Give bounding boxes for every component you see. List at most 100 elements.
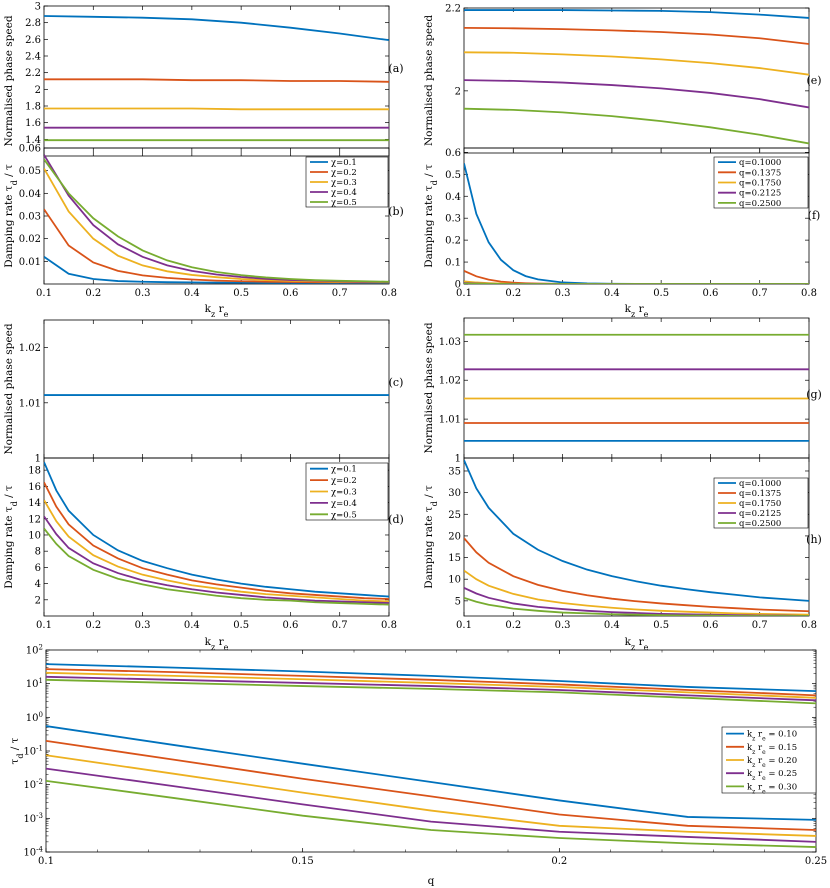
xtick-label-b: 0.7	[332, 288, 348, 299]
legend-entry: χ=0.3	[331, 488, 357, 498]
legend-entry: q=0.2500	[739, 199, 781, 209]
ytick-label-a: 1.6	[25, 118, 41, 129]
xtick-label-d: 0.4	[184, 620, 200, 631]
xtick-label-b: 0.8	[381, 288, 397, 299]
series-line-e-3	[464, 51, 809, 76]
xtick-label-f: 0.5	[653, 288, 669, 299]
xtick-label-f: 0.2	[505, 288, 521, 299]
xlabel-bottom: q	[428, 875, 435, 887]
ytick-label-f: 0.2	[445, 236, 461, 247]
legend-entry: q=0.1000	[739, 158, 781, 168]
series-line-bottom-5	[46, 779, 816, 848]
legend-bottom	[721, 726, 817, 794]
legend-entry: χ=0.1	[331, 465, 357, 475]
xtick-label-h: 0.4	[604, 620, 620, 631]
xlabel-f: kz re	[625, 303, 649, 319]
ytick-label-g: 1	[455, 454, 461, 465]
ytick-label-bottom: 10-3	[23, 812, 43, 825]
legend-entry: q=0.2500	[739, 519, 781, 529]
xtick-label-f: 0.4	[604, 288, 620, 299]
series-line-bottom-7	[46, 668, 816, 697]
xtick-label-h: 0.8	[801, 620, 817, 631]
ytick-label-b: 0.02	[19, 234, 41, 245]
xtick-label-b: 0.5	[233, 288, 249, 299]
panel-bottom: 10-4 10-3 10-2 10-1 100 101 102 0.1 0.15 0.2 0.25 τ…	[9, 644, 827, 888]
ytick-label-a: 2.6	[25, 35, 41, 46]
ylabel-b: Damping rate τd / τ	[3, 164, 19, 268]
legend-entry: q=0.1375	[739, 168, 781, 178]
ylabel-a: Normalised phase speed	[3, 15, 15, 146]
legend-entry: q=0.1375	[739, 489, 781, 499]
series-line-d-5	[44, 527, 389, 606]
ytick-label-h: 35	[448, 466, 461, 477]
ytick-label-a: 3	[35, 2, 41, 13]
legend-entry: q=0.1000	[739, 479, 781, 489]
ytick-label-b: 0.05	[19, 166, 41, 177]
ytick-label-bottom: 101	[26, 677, 43, 690]
panel-e: 2 2.2 Normalised phase speed (e)	[423, 4, 822, 154]
series-line-bottom-1	[46, 725, 816, 821]
series-line-e-5	[464, 107, 809, 145]
panel-label-f: (f)	[808, 209, 821, 222]
ytick-label-a: 2.8	[25, 18, 41, 29]
xlabel-h: kz re	[625, 636, 649, 652]
ytick-label-d: 14	[28, 498, 41, 509]
ytick-label-h: 25	[448, 510, 461, 521]
ytick-label-b: 0.03	[19, 212, 41, 223]
ytick-label-h: 15	[448, 553, 461, 564]
legend-entry: q=0.2125	[739, 189, 781, 199]
legend-entry: χ=0.4	[331, 188, 357, 198]
xtick-label-b: 0.3	[135, 288, 151, 299]
ytick-label-d: 6	[35, 563, 41, 574]
xtick-label-f: 0.1	[456, 288, 472, 299]
ytick-label-d: 4	[35, 579, 41, 590]
ylabel-h: Damping rate τd / τ	[423, 485, 439, 589]
xtick-label-d: 0.8	[381, 620, 397, 631]
panel-label-g: (g)	[806, 388, 822, 401]
legend-entry: kz re = 0.30	[747, 782, 797, 795]
legend-entry: χ=0.1	[331, 158, 357, 168]
ytick-label-f: 0.3	[445, 214, 461, 225]
ytick-label-bottom: 10-2	[23, 778, 43, 791]
ytick-label-e: 2.2	[445, 4, 461, 15]
ytick-label-c: 1.02	[19, 343, 41, 354]
xtick-label-b: 0.2	[85, 288, 101, 299]
ytick-label-a: 2	[35, 85, 41, 96]
ytick-label-a: 2.2	[25, 68, 41, 79]
xtick-label-d: 0.7	[332, 620, 348, 631]
series-line-e-2	[464, 26, 809, 45]
ytick-label-b: 0.06	[19, 144, 41, 155]
series-line-bottom-6	[46, 663, 816, 693]
series-line-d-4	[44, 515, 389, 604]
series-line-h-2	[464, 537, 809, 613]
xtick-label-bottom: 0.2	[551, 856, 567, 867]
ytick-label-c: 1	[35, 454, 41, 465]
series-line-e-1	[464, 9, 809, 19]
xtick-label-b: 0.4	[184, 288, 200, 299]
ytick-label-d: 2	[35, 595, 41, 606]
ylabel-e: Normalised phase speed	[423, 15, 435, 146]
series-line-bottom-4	[46, 767, 816, 843]
ytick-label-f: 0	[455, 280, 461, 291]
panel-c: 1 1.01 1.02 Normalised phase speed (c)	[3, 319, 403, 465]
series-line-b-5	[44, 158, 389, 283]
ytick-label-bottom: 102	[26, 644, 43, 657]
series-line-d-2	[44, 481, 389, 600]
ylabel-d: Damping rate τd / τ	[3, 485, 19, 589]
xtick-label-h: 0.1	[456, 620, 472, 631]
ytick-label-f: 0.4	[445, 192, 461, 203]
panel-b: 0.01 0.02 0.03 0.04 0.05 0.06 0.1 0.2 0.3 0.4 0.5 0…	[3, 144, 404, 319]
ytick-label-bottom: 10-4	[23, 846, 43, 859]
legend-entry: q=0.1750	[739, 499, 781, 509]
xtick-label-f: 0.6	[702, 288, 718, 299]
panel-label-d: (d)	[388, 513, 404, 526]
legend-entry: χ=0.2	[331, 168, 357, 178]
legend-entry: χ=0.5	[331, 198, 357, 208]
series-line-bottom-8	[46, 671, 816, 699]
xtick-label-bottom: 0.1	[38, 856, 54, 867]
ytick-label-a: 1.4	[25, 135, 41, 146]
series-line-a-2	[44, 78, 389, 83]
ytick-label-g: 1.03	[439, 337, 461, 348]
ytick-label-c: 1.01	[19, 398, 41, 409]
panel-a: 1.4 1.6 1.8 2 2.2 2.4 2.6 2.8 3 Normalised phase …	[3, 2, 404, 157]
